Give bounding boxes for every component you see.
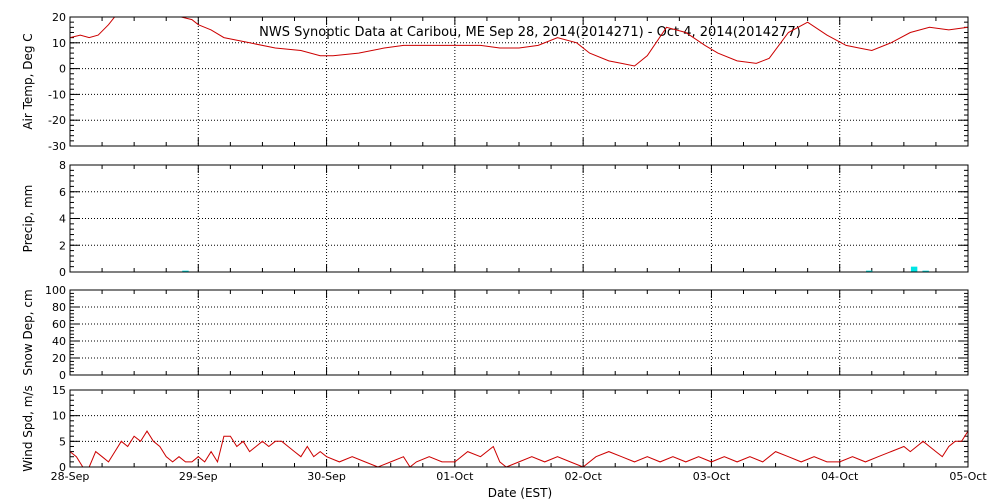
y-tick-label: 0 bbox=[59, 369, 66, 382]
x-tick-label: 02-Oct bbox=[564, 470, 602, 483]
precip-bar bbox=[910, 266, 918, 272]
panel-3: 0 20 40 60 80 100 Snow Dep, cm bbox=[21, 284, 969, 382]
y-tick-label: -30 bbox=[48, 140, 66, 153]
x-tick-label: 29-Sep bbox=[179, 470, 218, 483]
series-line-4 bbox=[70, 430, 968, 467]
y-tick-label: 20 bbox=[52, 352, 66, 365]
x-tick-label: 28-Sep bbox=[51, 470, 90, 483]
y-tick-label: 10 bbox=[52, 410, 66, 423]
y-tick-label: 60 bbox=[52, 318, 66, 331]
plot-frame bbox=[69, 164, 969, 273]
y-axis-label: Air Temp, Deg C bbox=[21, 33, 35, 129]
x-tick-labels: 28-Sep 29-Sep 30-Sep 01-Oct 02-Oct 03-Oct 04-O… bbox=[51, 470, 988, 483]
y-tick-label: 6 bbox=[59, 186, 66, 199]
chart-panels: -30 -20 -10 0 10 20 Air Temp, Deg C 0 2 4 6 8 Precip… bbox=[21, 11, 969, 474]
panel-4: 0 5 10 15 Wind Spd, m/s bbox=[21, 384, 969, 474]
y-tick-label: 0 bbox=[59, 461, 66, 474]
series-line-1 bbox=[70, 17, 968, 67]
precip-bar bbox=[866, 270, 873, 272]
y-tick-label: 15 bbox=[52, 384, 66, 397]
y-tick-label: 20 bbox=[52, 11, 66, 24]
y-tick-label: -20 bbox=[48, 114, 66, 127]
panel-2: 0 2 4 6 8 Precip, mm bbox=[21, 159, 969, 279]
y-axis-label: Wind Spd, m/s bbox=[21, 385, 35, 471]
x-tick-label: 30-Sep bbox=[307, 470, 346, 483]
y-axis-label: Precip, mm bbox=[21, 185, 35, 253]
y-tick-label: -10 bbox=[48, 88, 66, 101]
chart-title: NWS Synoptic Data at Caribou, ME Sep 28,… bbox=[259, 25, 801, 40]
y-tick-label: 80 bbox=[52, 301, 66, 314]
y-tick-label: 10 bbox=[52, 37, 66, 50]
plot-frame bbox=[69, 289, 969, 376]
x-tick-label: 03-Oct bbox=[693, 470, 731, 483]
x-tick-label: 01-Oct bbox=[436, 470, 474, 483]
y-tick-label: 5 bbox=[59, 435, 66, 448]
y-tick-label: 40 bbox=[52, 335, 66, 348]
y-tick-label: 4 bbox=[59, 213, 66, 226]
y-tick-label: 100 bbox=[45, 284, 66, 297]
x-axis-label: Date (EST) bbox=[488, 486, 552, 500]
plot-frame bbox=[69, 389, 969, 468]
y-tick-label: 0 bbox=[59, 63, 66, 76]
x-tick-label: 04-Oct bbox=[821, 470, 859, 483]
y-tick-label: 0 bbox=[59, 266, 66, 279]
y-tick-label: 8 bbox=[59, 159, 66, 172]
y-tick-label: 2 bbox=[59, 239, 66, 252]
precip-bar bbox=[182, 270, 189, 272]
plot-frame bbox=[69, 16, 969, 147]
panel-1: -30 -20 -10 0 10 20 Air Temp, Deg C bbox=[21, 11, 969, 153]
precip-bar bbox=[922, 270, 929, 272]
y-axis-label: Snow Dep, cm bbox=[21, 289, 35, 375]
x-tick-label: 05-Oct bbox=[949, 470, 987, 483]
